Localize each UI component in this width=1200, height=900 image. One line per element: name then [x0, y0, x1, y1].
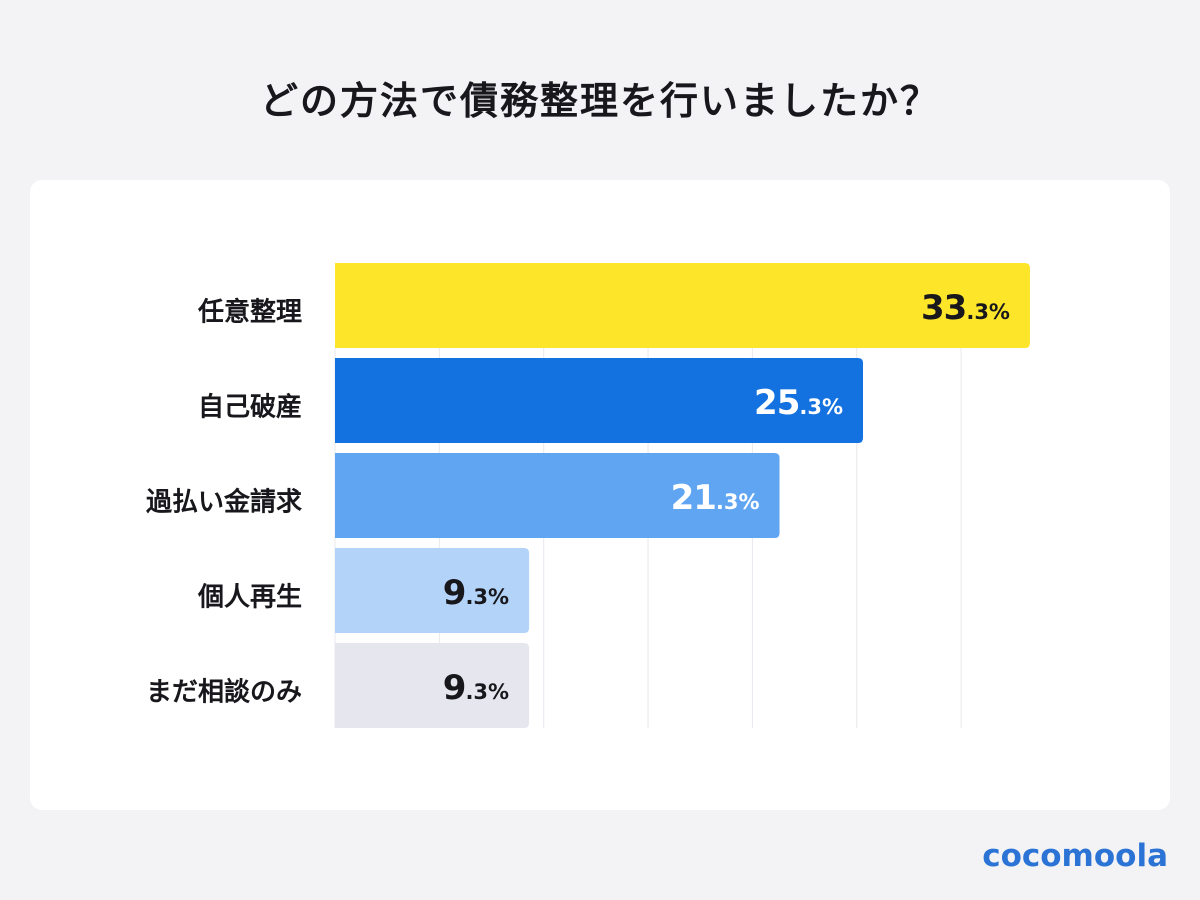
bar: [335, 548, 530, 633]
data-label-main: 25: [754, 382, 800, 423]
data-label-decimal: .3%: [465, 584, 510, 609]
chart-title: どの方法で債務整理を行いましたか？: [259, 79, 940, 123]
data-label: 33.3%: [921, 288, 1010, 328]
bar: [335, 643, 530, 728]
data-label-main: 21: [670, 477, 717, 518]
category-label: 個人再生: [197, 582, 302, 612]
data-label-decimal: .3%: [966, 299, 1010, 324]
data-label-main: 9: [442, 667, 467, 708]
data-label: 9.3%: [443, 573, 509, 613]
bar: [335, 263, 1030, 348]
data-label: 25.3%: [754, 383, 843, 423]
category-label: 任意整理: [197, 297, 302, 327]
data-label: 21.3%: [671, 478, 760, 518]
data-label-decimal: .3%: [715, 489, 760, 514]
category-label: まだ相談のみ: [145, 677, 302, 707]
category-label: 過払い金請求: [145, 487, 302, 517]
data-label-decimal: .3%: [465, 679, 510, 704]
data-label-decimal: .3%: [799, 394, 844, 419]
bar: [335, 453, 780, 538]
brand-logo: cocomoola: [982, 838, 1168, 874]
data-label-main: 33: [921, 287, 967, 328]
category-label: 自己破産: [197, 392, 302, 422]
data-label-main: 9: [442, 572, 467, 613]
bar: [335, 358, 864, 443]
data-label: 9.3%: [443, 668, 509, 708]
